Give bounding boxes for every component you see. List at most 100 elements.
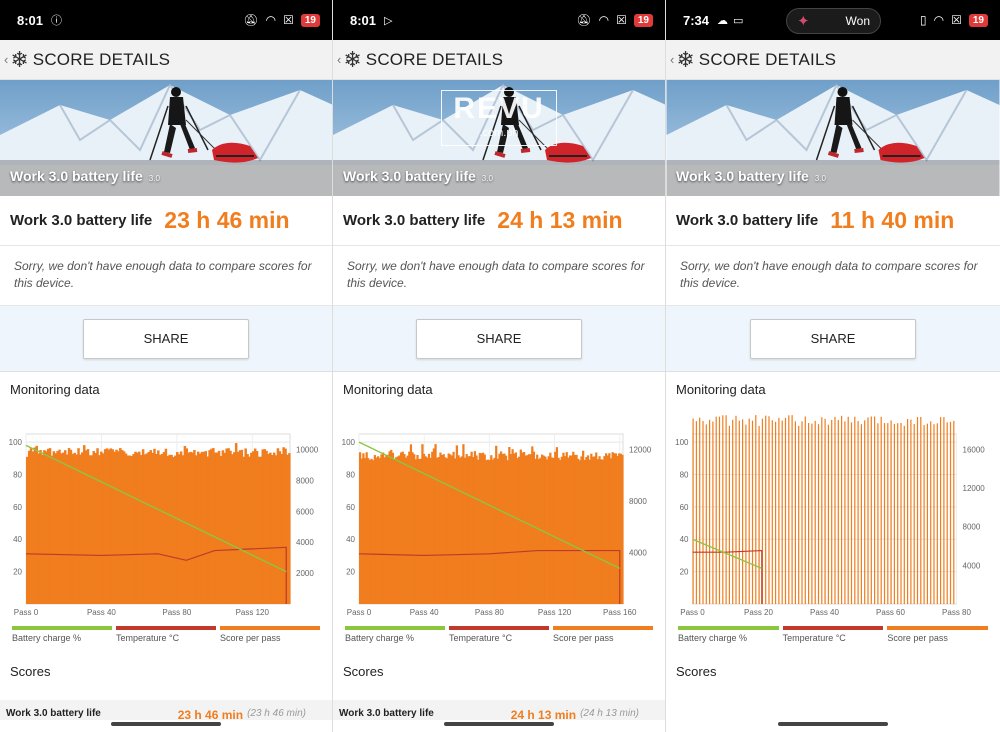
x-icon: ☒: [616, 13, 627, 27]
score-row-label: Work 3.0 battery life: [6, 708, 101, 719]
x-tick-label: Pass 60: [876, 608, 905, 617]
skier-body: [168, 97, 186, 125]
score-bar: [775, 421, 777, 604]
result-label: Work 3.0 battery life: [676, 212, 819, 229]
score-bar: [705, 424, 707, 604]
score-bar: [238, 450, 242, 604]
back-icon[interactable]: ‹: [4, 52, 9, 67]
share-button[interactable]: SHARE: [750, 318, 916, 359]
score-bar: [583, 459, 586, 604]
score-bar: [457, 455, 460, 604]
score-bar: [490, 455, 493, 604]
score-bar: [503, 453, 506, 604]
legend-battery: Battery charge %: [12, 626, 112, 643]
score-bar: [362, 453, 365, 604]
score-bar: [460, 456, 463, 604]
y-right-tick-label: 6000: [296, 507, 314, 516]
score-bar: [692, 418, 694, 604]
score-bar: [386, 454, 390, 604]
score-bar: [880, 416, 882, 604]
y-left-tick-label: 100: [9, 438, 23, 447]
score-bar: [529, 454, 532, 604]
compare-note: Sorry, we don't have enough data to comp…: [0, 246, 332, 306]
score-bar: [272, 452, 276, 604]
score-row-secondary: (24 h 13 min): [580, 708, 639, 719]
score-bar: [134, 451, 137, 604]
back-icon[interactable]: ‹: [670, 52, 675, 67]
score-bar: [570, 455, 573, 604]
y-right-tick-label: 8000: [629, 497, 647, 506]
play-icon: ▷: [384, 14, 393, 27]
legend-temperature: Temperature °C: [449, 626, 549, 643]
score-bar: [372, 460, 375, 604]
score-bar: [103, 449, 107, 604]
score-bar: [234, 443, 238, 604]
score-bar: [573, 454, 577, 604]
y-left-tick-label: 20: [13, 568, 22, 577]
score-bar: [817, 424, 820, 604]
score-bar: [590, 453, 593, 604]
score-bar: [841, 415, 843, 604]
score-bar: [406, 455, 409, 604]
score-bar: [702, 421, 704, 604]
score-bar: [472, 457, 475, 604]
score-bar: [229, 450, 232, 604]
x-tick-label: Pass 40: [810, 608, 839, 617]
score-bar: [363, 458, 367, 604]
result-value: 23 h 46 min: [164, 207, 290, 233]
home-indicator[interactable]: [444, 722, 554, 726]
page-title: SCORE DETAILS: [698, 49, 837, 69]
score-bar: [248, 456, 251, 604]
y-left-tick-label: 60: [13, 503, 22, 512]
score-bar: [572, 451, 575, 604]
share-button[interactable]: SHARE: [416, 318, 582, 359]
score-row[interactable]: Work 3.0 battery life 24 h 13 min (24 h …: [333, 700, 665, 720]
score-bar: [591, 456, 595, 604]
score-bar: [227, 448, 230, 604]
pill-text: Won: [845, 14, 870, 28]
mute-icon: 🔕︎: [576, 13, 592, 27]
ski-pole-right: [518, 105, 542, 151]
share-section: SHARE: [666, 306, 1000, 372]
score-bar: [259, 456, 263, 604]
home-indicator[interactable]: [778, 722, 888, 726]
score-bar: [261, 449, 265, 604]
score-bar: [253, 448, 257, 604]
score-bar: [575, 454, 578, 604]
y-right-tick-label: 8000: [296, 476, 314, 485]
score-bar: [618, 453, 621, 604]
score-bar: [185, 448, 189, 604]
score-bar: [96, 448, 99, 604]
score-bar: [614, 453, 618, 604]
score-bar: [808, 423, 810, 604]
score-bar: [424, 456, 427, 604]
score-bar: [732, 419, 734, 604]
score-bar: [212, 448, 215, 604]
live-activity-pill[interactable]: ✦ Won: [786, 8, 881, 34]
score-bar: [470, 451, 473, 604]
score-bar: [373, 455, 376, 604]
score-bar: [71, 453, 75, 604]
score-bar: [240, 449, 244, 604]
share-button[interactable]: SHARE: [83, 318, 249, 359]
score-bar: [509, 454, 513, 604]
score-bar: [534, 458, 537, 604]
score-bar: [242, 456, 246, 604]
score-bar: [508, 447, 511, 604]
score-bar: [208, 450, 211, 604]
back-icon[interactable]: ‹: [337, 52, 342, 67]
score-bar: [252, 451, 255, 604]
score-bar: [473, 451, 477, 604]
score-bar: [377, 456, 380, 604]
home-indicator[interactable]: [111, 722, 221, 726]
score-bar: [63, 450, 67, 604]
score-bar: [527, 454, 531, 604]
score-bar: [401, 451, 404, 604]
score-row-value: 24 h 13 min: [510, 708, 577, 720]
snow-ground: [0, 165, 332, 196]
score-row[interactable]: Work 3.0 battery life 23 h 46 min (23 h …: [0, 700, 332, 720]
score-bar: [477, 459, 480, 604]
score-bar: [381, 452, 385, 604]
score-bar: [498, 453, 501, 604]
score-bar: [567, 457, 570, 604]
